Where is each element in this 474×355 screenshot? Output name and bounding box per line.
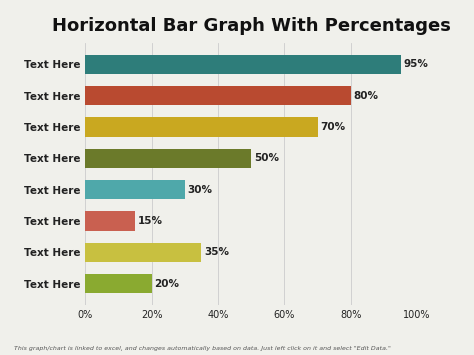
Bar bbox=[85, 274, 152, 293]
Text: 15%: 15% bbox=[138, 216, 163, 226]
Title: Horizontal Bar Graph With Percentages: Horizontal Bar Graph With Percentages bbox=[52, 17, 451, 36]
Bar bbox=[85, 55, 401, 74]
Text: 35%: 35% bbox=[204, 247, 229, 257]
Text: This graph/chart is linked to excel, and changes automatically based on data. Ju: This graph/chart is linked to excel, and… bbox=[14, 346, 391, 351]
Text: 80%: 80% bbox=[354, 91, 378, 100]
Text: 30%: 30% bbox=[188, 185, 212, 195]
Bar bbox=[85, 117, 318, 137]
Text: 20%: 20% bbox=[155, 279, 179, 289]
Bar bbox=[85, 211, 135, 231]
Bar bbox=[85, 242, 201, 262]
Text: 95%: 95% bbox=[403, 59, 428, 69]
Text: 50%: 50% bbox=[254, 153, 279, 163]
Bar bbox=[85, 148, 251, 168]
Bar bbox=[85, 180, 185, 200]
Text: 70%: 70% bbox=[320, 122, 346, 132]
Bar bbox=[85, 86, 351, 105]
